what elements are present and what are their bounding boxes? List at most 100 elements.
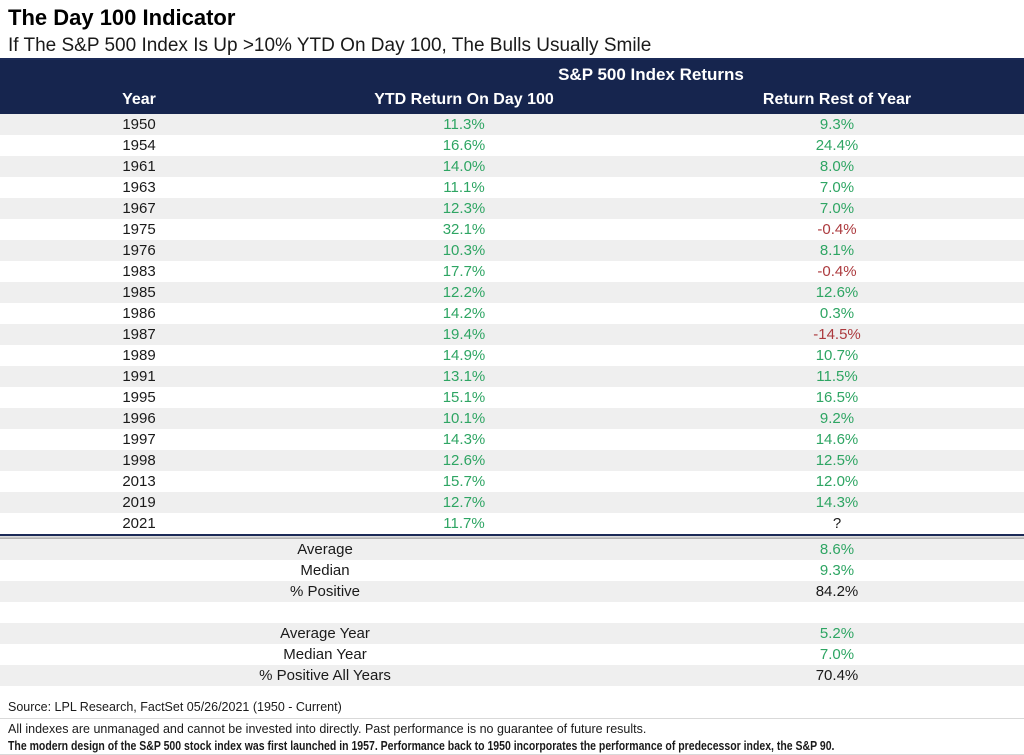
table-row: 1983 17.7% -0.4% [0,261,1024,282]
table-header: S&P 500 Index Returns Year YTD Return On… [0,60,1024,114]
ytd-return-cell: 14.9% [442,347,486,364]
rest-of-year-cell: 10.7% [815,347,859,364]
year-cell: 2013 [122,473,156,490]
ytd-return-cell: 12.6% [442,452,486,469]
ytd-return-cell: 32.1% [442,221,486,238]
table-row: 1989 14.9% 10.7% [0,345,1024,366]
ytd-return-cell: 17.7% [442,263,486,280]
year-cell: 1967 [122,200,156,217]
summary-value: 70.4% [815,667,859,684]
rest-of-year-cell: 24.4% [815,137,859,154]
table-group-header-row: S&P 500 Index Returns [0,60,1024,87]
rest-of-year-cell: 12.0% [815,473,859,490]
table-row: 1995 15.1% 16.5% [0,387,1024,408]
ytd-return-cell: 13.1% [442,368,486,385]
summary-value: 9.3% [819,562,855,579]
ytd-return-cell: 10.1% [442,410,486,427]
column-header-rest: Return Rest of Year [762,91,912,108]
table-row: 2019 12.7% 14.3% [0,492,1024,513]
year-cell: 1961 [122,158,156,175]
table-column-header-row: Year YTD Return On Day 100 Return Rest o… [0,87,1024,114]
year-cell: 1997 [122,431,156,448]
year-cell: 1991 [122,368,156,385]
year-cell: 1950 [122,116,156,133]
table-row: 1987 19.4% -14.5% [0,324,1024,345]
ytd-return-cell: 14.3% [442,431,486,448]
summary-row: Median Year 7.0% [0,644,1024,665]
rest-of-year-cell: -0.4% [817,221,857,238]
table-row: 1997 14.3% 14.6% [0,429,1024,450]
year-cell: 1985 [122,284,156,301]
ytd-return-cell: 15.7% [442,473,486,490]
rest-of-year-cell: 9.3% [819,116,855,133]
summary-label: % Positive All Years [259,667,391,684]
summary-row: Average Year 5.2% [0,623,1024,644]
summary-value: 84.2% [815,583,859,600]
ytd-return-cell: 19.4% [442,326,486,343]
rest-of-year-cell: 7.0% [819,200,855,217]
table-row: 1986 14.2% 0.3% [0,303,1024,324]
summary-label: Average [297,541,353,558]
ytd-return-cell: 16.6% [442,137,486,154]
rest-of-year-cell: 8.1% [819,242,855,259]
rest-of-year-cell: 12.6% [815,284,859,301]
ytd-return-cell: 12.2% [442,284,486,301]
year-cell: 1963 [122,179,156,196]
summary-row: Average 8.6% [0,539,1024,560]
ytd-return-cell: 14.2% [442,305,486,322]
summary-value: 5.2% [819,625,855,642]
year-cell: 1954 [122,137,156,154]
rest-of-year-cell: 11.5% [816,368,858,385]
year-cell: 1987 [122,326,156,343]
summary-label: Median Year [283,646,367,663]
ytd-return-cell: 12.3% [442,200,486,217]
year-cell: 1989 [122,347,156,364]
summary-day100-section: Average 8.6% Median 9.3% % Positive 84.2% [0,539,1024,602]
ytd-return-cell: 10.3% [442,242,486,259]
rest-of-year-cell: 16.5% [815,389,859,406]
rest-of-year-cell: -14.5% [813,326,861,343]
group-header-label: S&P 500 Index Returns [558,65,744,84]
table-row: 2021 11.7%? [0,513,1024,534]
table-body: 1950 11.3% 9.3% 1954 16.6% 24.4% 1961 14.0% 8.0%… [0,114,1024,534]
year-cell: 1996 [122,410,156,427]
table-row: 1998 12.6% 12.5% [0,450,1024,471]
year-cell: 1995 [122,389,156,406]
year-cell: 1975 [122,221,156,238]
year-cell: 1986 [122,305,156,322]
column-header-year: Year [122,91,156,108]
year-cell: 1983 [122,263,156,280]
table-row: 1985 12.2% 12.6% [0,282,1024,303]
column-header-ytd: YTD Return On Day 100 [374,91,554,108]
table-row: 1996 10.1% 9.2% [0,408,1024,429]
table-row: 1954 16.6% 24.4% [0,135,1024,156]
footer-disclaimer: All indexes are unmanaged and cannot be … [8,722,647,736]
table-row: 2013 15.7% 12.0% [0,471,1024,492]
rest-of-year-cell: 8.0% [819,158,855,175]
ytd-return-cell: 11.7% [443,515,485,532]
rest-of-year-cell: -0.4% [817,263,857,280]
summary-label: Average Year [280,625,370,642]
rest-of-year-cell: 0.3% [819,305,855,322]
summary-value: 7.0% [819,646,855,663]
table-row: 1950 11.3% 9.3% [0,114,1024,135]
rest-of-year-cell: 12.5% [815,452,859,469]
ytd-return-cell: 12.7% [442,494,486,511]
summary-row: Median 9.3% [0,560,1024,581]
rest-of-year-cell: 14.3% [815,494,859,511]
table-row: 1976 10.3% 8.1% [0,240,1024,261]
year-cell: 1998 [122,452,156,469]
ytd-return-cell: 11.1% [443,179,485,196]
summary-value: 8.6% [819,541,855,558]
table-row: 1961 14.0% 8.0% [0,156,1024,177]
table-row: 1975 32.1% -0.4% [0,219,1024,240]
footer-divider-top [0,718,1024,719]
footer-note-text: The modern design of the S&P 500 stock i… [8,739,835,753]
summary-all-years-section: Average Year 5.2% Median Year 7.0% % Positiv… [0,623,1024,686]
ytd-return-cell: 14.0% [442,158,486,175]
summary-spacer [0,602,1024,623]
summary-row: % Positive 84.2% [0,581,1024,602]
ytd-return-cell: 11.3% [443,116,485,133]
page-subtitle: If The S&P 500 Index Is Up >10% YTD On D… [0,31,1024,60]
rest-of-year-cell: 14.6% [815,431,859,448]
